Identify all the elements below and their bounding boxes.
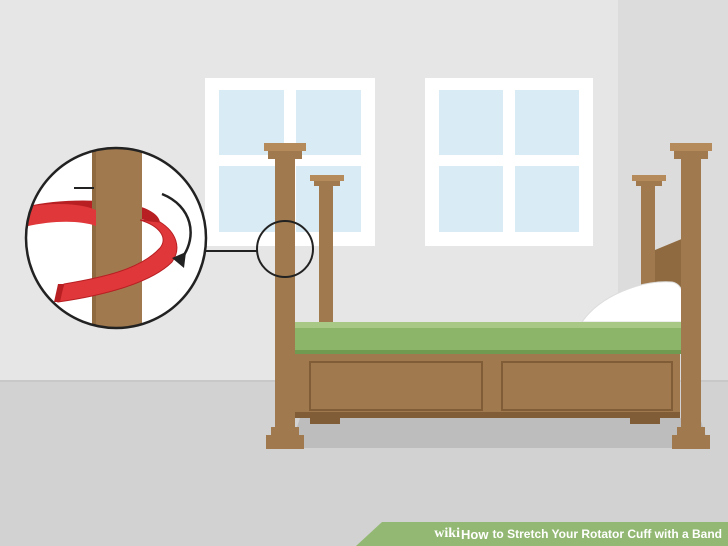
bed-foot-mid-left	[310, 418, 340, 424]
callout-target-circle	[256, 220, 314, 278]
bed-foot-mid-right	[630, 418, 660, 424]
mattress-top	[290, 322, 686, 328]
bed-frame-bottom	[294, 412, 680, 418]
watermark-how: How	[460, 526, 489, 542]
bed-frame-panel-left	[309, 361, 483, 411]
bed-front-right-post	[670, 143, 712, 449]
wrap-arrow	[161, 192, 192, 259]
bed-back-left-post	[310, 175, 344, 326]
bed-front-left-post	[264, 143, 306, 449]
mattress	[290, 328, 686, 354]
arrow-head-icon	[172, 252, 186, 268]
wikihow-watermark: wiki How to Stretch Your Rotator Cuff wi…	[356, 522, 728, 546]
window-right	[425, 78, 593, 246]
bed-frame	[294, 354, 680, 416]
watermark-brand: wiki	[434, 526, 460, 541]
watermark-title: to Stretch Your Rotator Cuff with a Band	[492, 527, 722, 541]
callout-zoom	[24, 146, 208, 330]
zoomed-post	[92, 148, 142, 328]
bed-frame-panel-right	[501, 361, 673, 411]
band-tail	[54, 284, 64, 302]
bed-shadow	[290, 418, 710, 448]
mattress-edge	[290, 350, 686, 354]
band-front	[26, 204, 96, 228]
